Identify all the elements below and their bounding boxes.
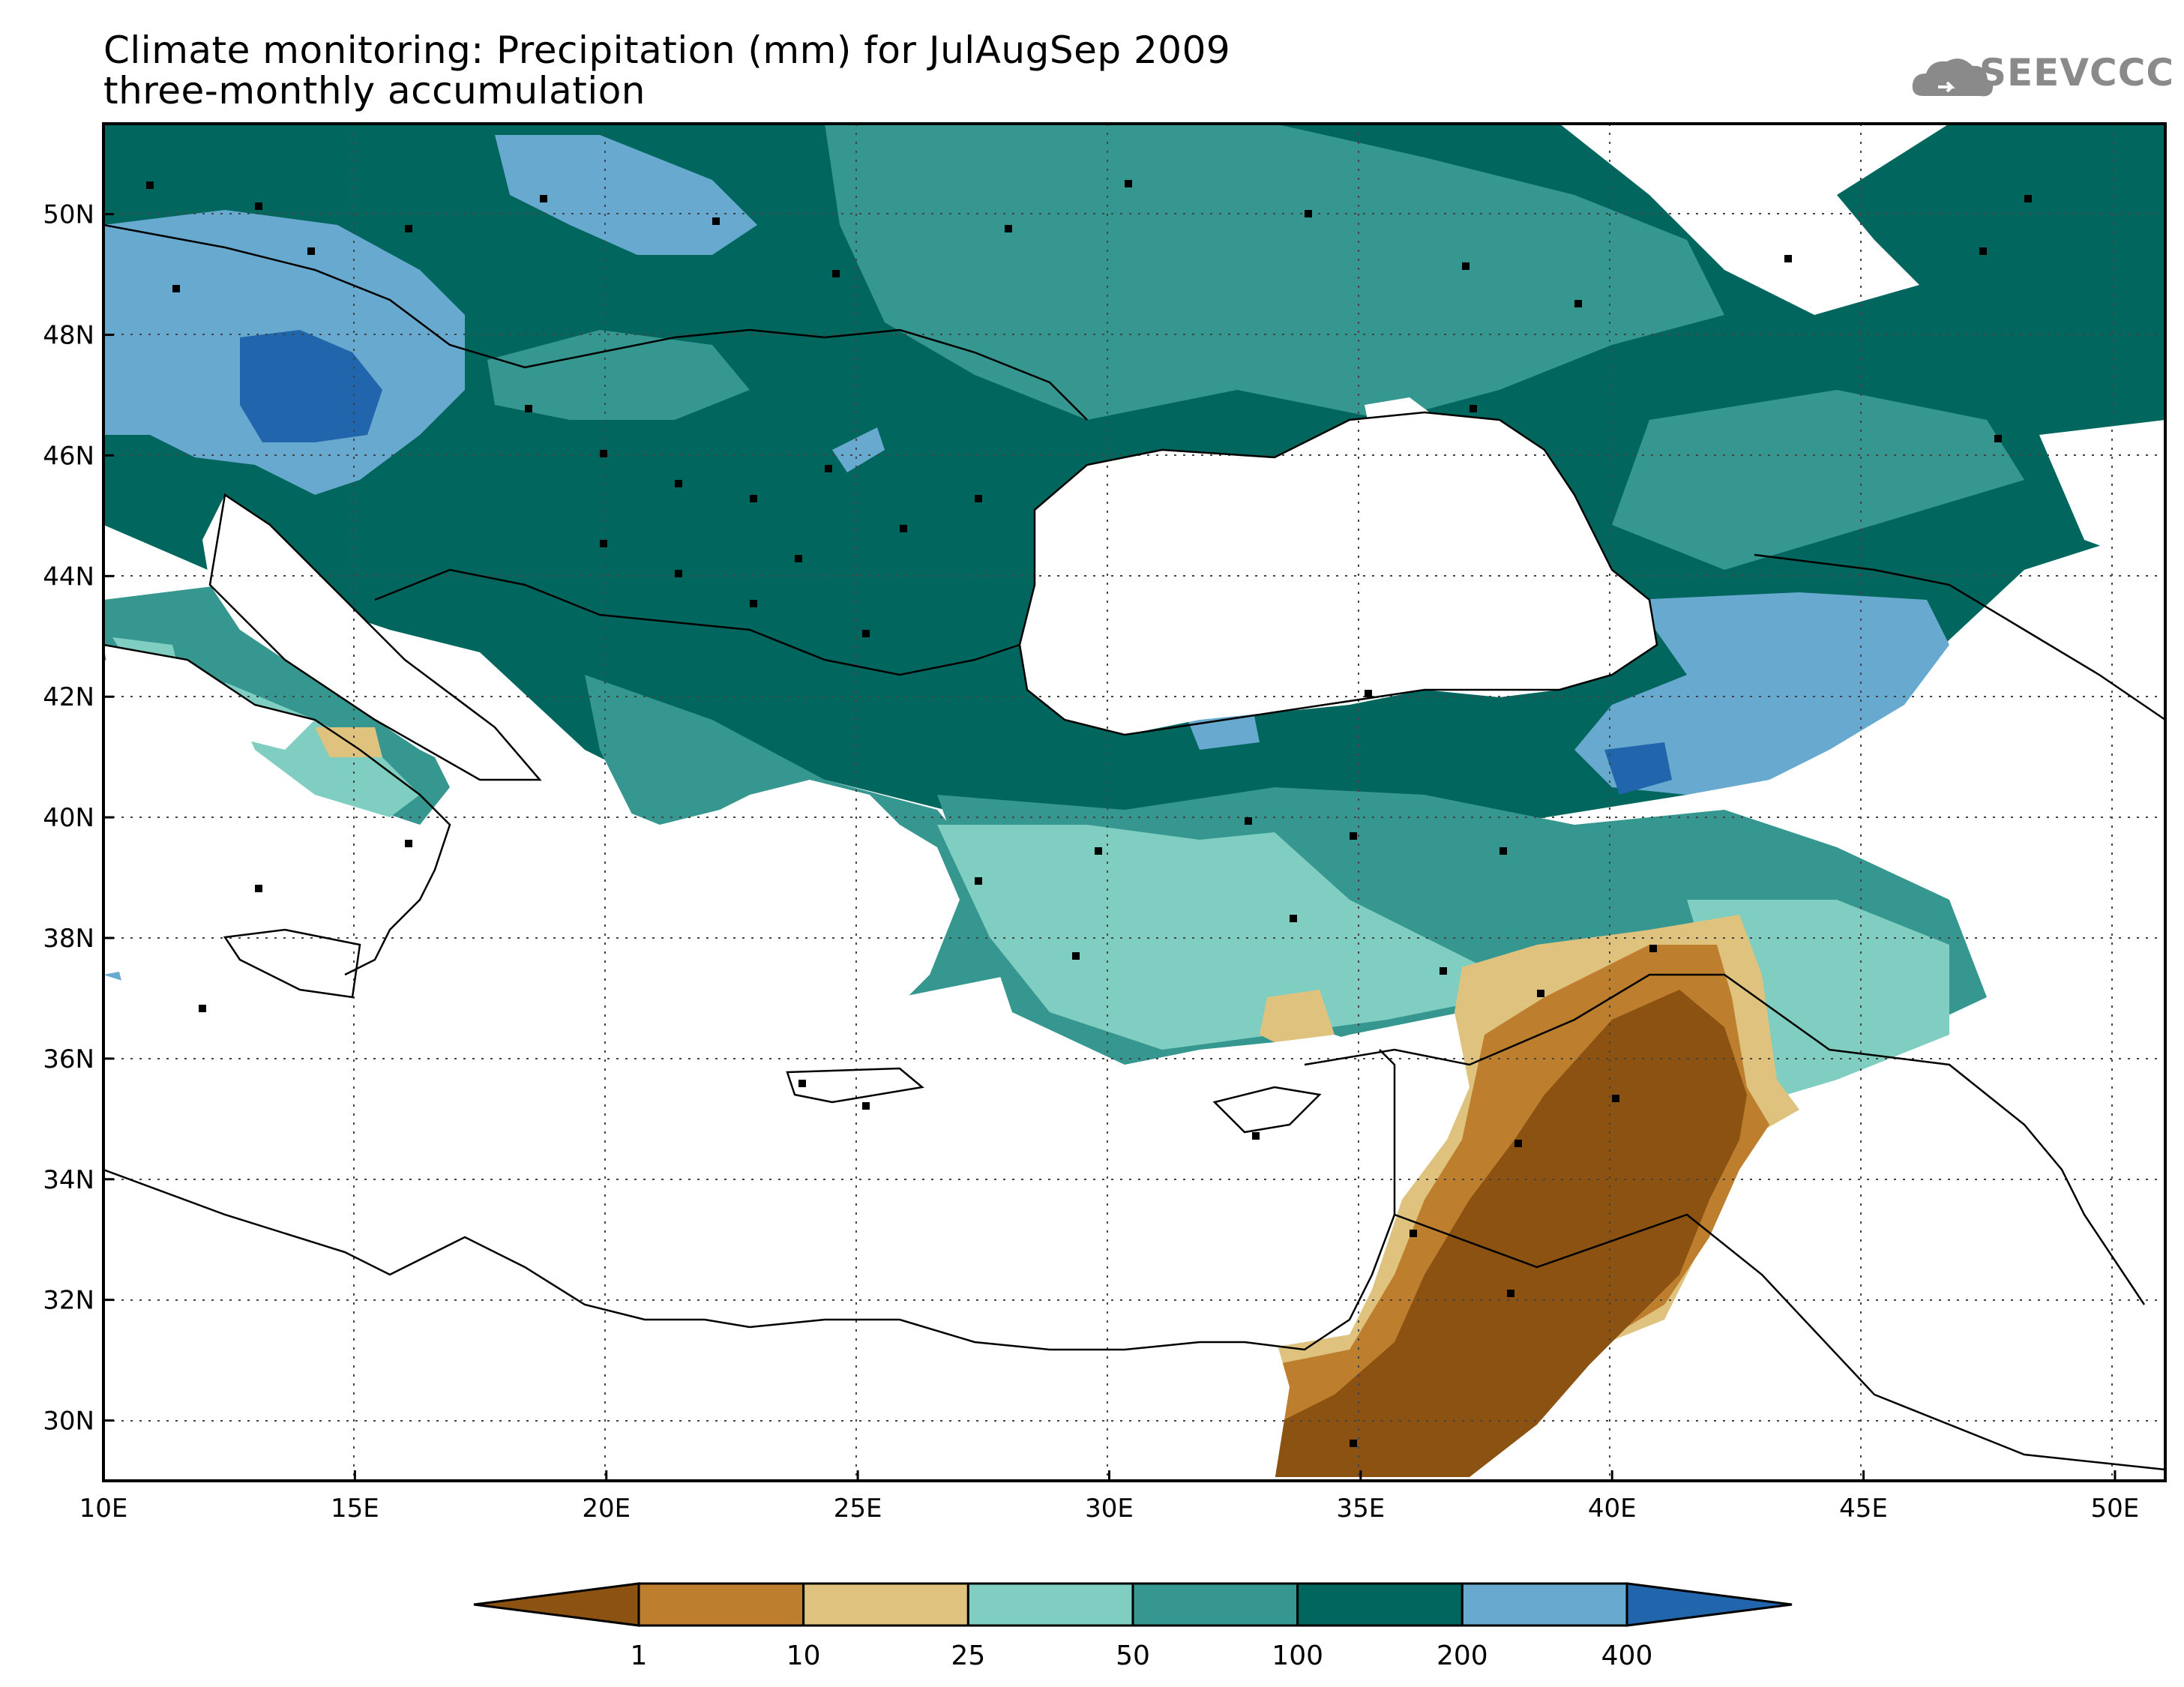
colorbar-swatch [637,1582,805,1627]
colorbar-swatch [966,1582,1134,1627]
colorbar-label: 400 [1601,1641,1653,1671]
chart-subtitle: three-monthly accumulation [103,69,646,112]
x-tick-label: 40E [1588,1494,1637,1524]
colorbar: 1 10 25 50 100 200 400 [473,1582,1793,1671]
colorbar-high-extension [1625,1582,1793,1627]
y-tick-label: 40N [43,803,94,833]
y-tick-label: 44N [43,562,94,592]
cloud-icon [1912,58,1994,97]
colorbar-label: 50 [1116,1641,1150,1671]
colorbar-label: 1 [631,1641,648,1671]
y-tick-label: 30N [43,1407,94,1437]
coastlines [103,223,2165,1471]
colorbar-swatch [1131,1582,1299,1627]
y-tick-label: 38N [43,924,94,954]
graticule [103,124,2165,1481]
x-tick-label: 25E [834,1494,882,1524]
y-tick-label: 50N [43,200,94,230]
colorbar-swatch [1296,1582,1463,1627]
colorbar-swatch [802,1582,969,1627]
x-tick-label: 45E [1839,1494,1888,1524]
map-frame [102,122,2167,1482]
y-tick-label: 36N [43,1044,94,1074]
axis-ticks: 10E 15E 20E 25E 30E 35E 40E 45E 50E 30N 32N 34N 36N 3… [43,200,2139,1524]
x-tick-label: 35E [1336,1494,1385,1524]
colorbar-swatch [1460,1582,1628,1627]
x-tick-label: 10E [79,1494,128,1524]
y-tick-label: 46N [43,441,94,471]
y-tick-label: 42N [43,682,94,712]
colorbar-label: 10 [786,1641,821,1671]
x-tick-label: 50E [2091,1494,2140,1524]
y-tick-label: 32N [43,1286,94,1316]
colorbar-low-extension [473,1582,640,1627]
y-tick-label: 34N [43,1165,94,1195]
x-tick-label: 20E [582,1494,631,1524]
precip-fields [103,124,2165,1481]
colorbar-label: 100 [1272,1641,1323,1671]
stations [146,180,2032,1447]
logo-text: SEEVCCC [1979,51,2175,94]
x-tick-label: 30E [1085,1494,1134,1524]
chart-title: Climate monitoring: Precipitation (mm) f… [103,28,1231,72]
colorbar-label: 200 [1437,1641,1488,1671]
colorbar-label: 25 [951,1641,985,1671]
x-tick-label: 15E [331,1494,379,1524]
y-tick-label: 48N [43,321,94,351]
